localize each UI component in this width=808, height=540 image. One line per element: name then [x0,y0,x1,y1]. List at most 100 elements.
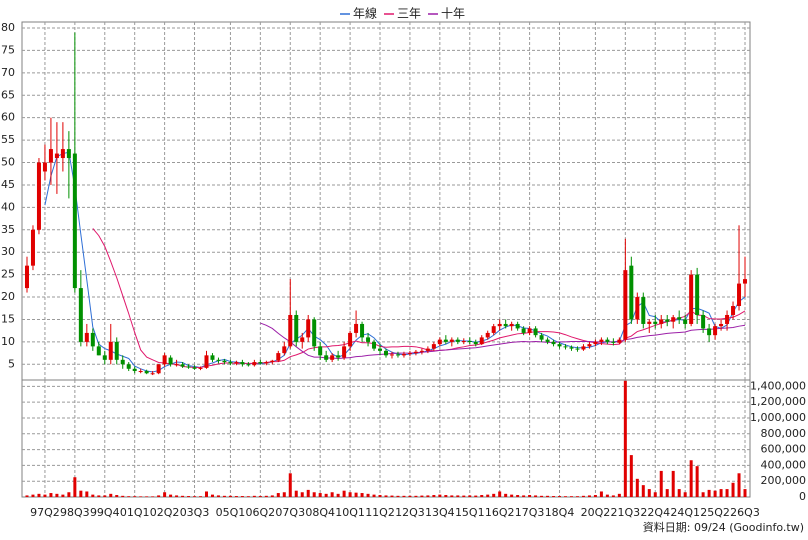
candle-body [324,355,329,360]
volume-bar [384,495,388,497]
y-tick-label: 1,000,000 [750,411,806,424]
volume-bar [193,496,197,497]
candle-body [48,149,53,163]
candle-body [360,323,365,338]
candle-body [731,306,736,315]
volume-bar [109,493,113,497]
candle-body [42,162,47,172]
candle-body [90,332,95,347]
candle-body [156,364,161,374]
volume-bar [432,495,436,497]
y-tick-label: 55 [1,133,15,146]
y-tick-label: 1,200,000 [750,395,806,408]
x-tick-label: 20Q2 [581,506,611,519]
candle-body [330,355,335,360]
candle-body [228,362,233,364]
volume-bar [498,491,502,497]
y-tick-label: 35 [1,223,15,236]
y-tick-label: 10 [1,335,15,348]
candle-body [210,355,215,360]
volume-bar [67,492,71,497]
candle-body [491,326,496,333]
candle-body [641,297,646,324]
volume-bar [444,495,448,497]
candle-body [473,341,478,345]
volume-bar [145,496,149,497]
volume-bar [115,495,119,497]
candle-body [545,339,550,342]
candle-body [246,364,251,366]
candle-body [695,274,700,315]
candle-body [431,344,436,349]
candle-body [533,328,538,336]
y-tick-label: 800,000 [761,427,807,440]
volume-bar [222,495,226,497]
candle-body [30,229,35,266]
volume-bar [378,495,382,497]
candle-body [485,332,490,338]
volume-bar [246,496,250,497]
candle-body [276,353,281,361]
volume-bar [157,495,161,497]
volume-bar [408,495,412,497]
candle-body [108,341,113,360]
candle-body [521,328,526,333]
candle-body [162,355,167,365]
candle-body [527,328,532,333]
x-tick-label: 97Q2 [30,506,60,519]
volume-bar [581,495,585,497]
volume-bar [707,489,711,497]
candle-body [372,341,377,349]
candle-body [515,323,520,329]
volume-bar [414,495,418,497]
candle-body [204,355,209,368]
candle-body [467,340,472,342]
volume-bar [85,491,89,497]
candle-body [54,153,59,159]
volume-bar [139,496,143,497]
volume-bar [216,495,220,497]
candle-body [378,348,383,351]
x-tick-label: 98Q3 [60,506,90,519]
volume-bar [163,492,167,497]
volume-bar [677,489,681,497]
candle-body [611,341,616,343]
volume-bar [420,495,424,497]
volume-bar [181,495,185,497]
candle-body [120,359,125,365]
candle-body [449,339,454,342]
candle-body [503,323,508,327]
volume-bar [270,495,274,497]
candle-body [551,341,556,345]
x-tick-label: 11Q2 [365,506,395,519]
x-tick-label: 08Q4 [305,506,335,519]
candle-body [599,339,604,342]
y-tick-label: 70 [1,66,15,79]
candle-body [665,319,670,322]
volume-bar [611,495,615,497]
candle-body [336,355,341,358]
candle-body [168,357,173,365]
candle-body [479,337,484,345]
x-tick-label: 05Q1 [216,506,246,519]
x-tick-label: 12Q3 [395,506,425,519]
candle-body [509,323,514,327]
volume-bar [282,492,286,497]
volume-panel [21,379,751,498]
volume-bar [510,494,514,497]
volume-bar [348,492,352,497]
candle-body [132,368,137,372]
candle-body [270,360,275,363]
candle-body [174,364,179,366]
candle-body [366,337,371,342]
x-tick-label: 26Q3 [730,506,760,519]
volume-bar [671,470,675,497]
volume-bar [558,496,562,497]
volume-bar [743,489,747,497]
volume-bar [480,495,484,497]
y-tick-label: 25 [1,268,15,281]
candle-body [395,354,400,356]
volume-bar [534,495,538,497]
candle-body [354,323,359,333]
